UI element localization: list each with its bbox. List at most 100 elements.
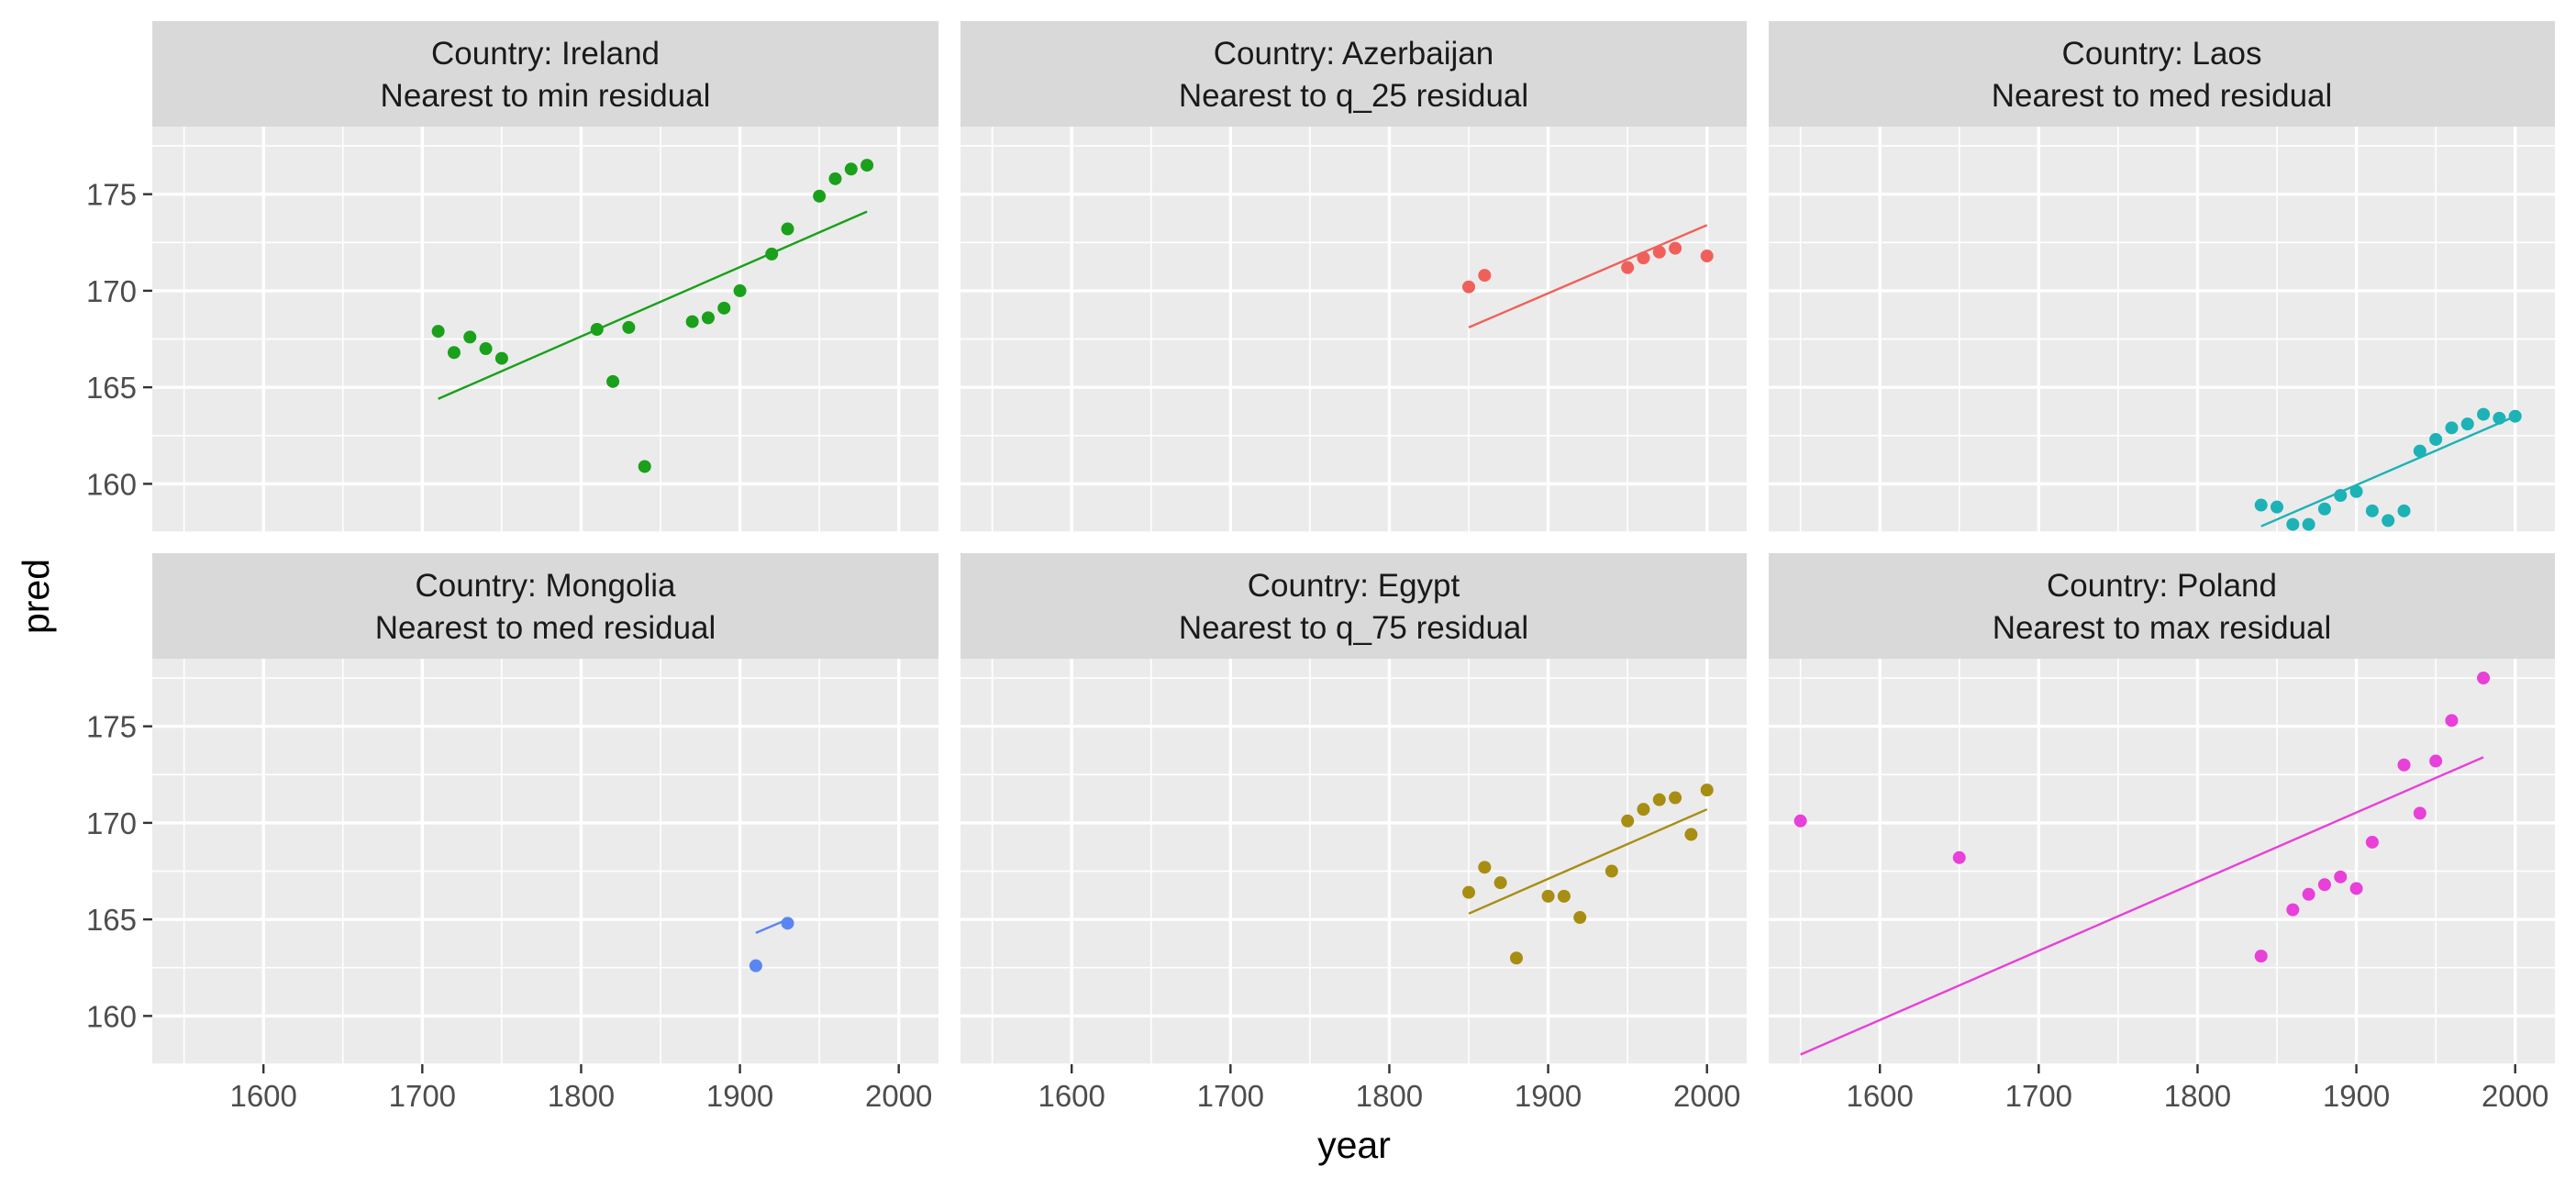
data-point	[1557, 889, 1571, 903]
facet-panel: Country: Egypt Nearest to q_75 residual	[960, 553, 1747, 1065]
x-tick-label: 1600	[229, 1079, 296, 1113]
data-point	[1637, 803, 1650, 817]
data-point	[2271, 500, 2284, 514]
data-point	[765, 247, 779, 261]
facet-strip-title: Country: Mongolia	[415, 568, 676, 604]
panel-background	[1769, 127, 2555, 532]
y-tick-label: 170	[86, 274, 137, 308]
data-point	[1700, 783, 1714, 797]
data-point	[2413, 444, 2426, 458]
panel-background	[152, 127, 938, 532]
panel-background	[960, 127, 1747, 532]
y-tick-label: 175	[86, 178, 137, 212]
facet-strip-title: Country: Egypt	[1248, 568, 1460, 604]
data-point	[2302, 517, 2315, 531]
data-point	[2317, 878, 2331, 892]
data-point	[1669, 791, 1682, 805]
data-point	[701, 311, 715, 325]
data-point	[1652, 245, 1666, 259]
data-point	[2493, 411, 2506, 425]
data-point	[606, 374, 620, 388]
data-point	[638, 460, 651, 473]
y-tick-label: 165	[86, 903, 137, 937]
data-point	[2302, 887, 2315, 901]
facet-panel: Country: Laos Nearest to med residual	[1769, 21, 2555, 533]
x-tick-label: 1900	[1515, 1079, 1582, 1113]
x-tick-label: 1600	[1038, 1079, 1105, 1113]
data-point	[813, 189, 827, 203]
data-point	[2397, 504, 2411, 517]
facet-panel: Country: Azerbaijan Nearest to q_25 resid…	[960, 21, 1747, 533]
data-point	[2349, 484, 2363, 498]
data-point	[2254, 498, 2268, 512]
x-tick-label: 1700	[1197, 1079, 1264, 1113]
data-point	[1793, 814, 1807, 828]
facet-strip-subtitle: Nearest to q_75 residual	[1179, 610, 1528, 646]
facet-strip-subtitle: Nearest to min residual	[381, 78, 711, 114]
data-point	[2286, 903, 2300, 917]
facet-strip	[960, 553, 1747, 659]
data-point	[479, 342, 493, 356]
axes: 160 165 170 175 160 165 170 175 1600 1700 1800 1900…	[86, 178, 2548, 1113]
data-point	[1637, 251, 1650, 265]
y-tick-label: 175	[86, 710, 137, 744]
facet-panel: Country: Ireland Nearest to min residual	[152, 21, 938, 533]
facet-strip-title: Country: Laos	[2062, 36, 2262, 72]
data-point	[431, 325, 445, 339]
data-point	[1604, 864, 1618, 878]
data-point	[2445, 714, 2459, 728]
data-point	[1621, 814, 1635, 828]
trend-line	[1800, 756, 2484, 1056]
data-point	[1952, 850, 1966, 864]
data-point	[1541, 889, 1555, 903]
data-point	[1669, 241, 1682, 255]
data-point	[717, 301, 731, 315]
data-point	[828, 172, 842, 185]
x-tick-label: 1700	[389, 1079, 456, 1113]
x-tick-label: 1800	[548, 1079, 615, 1113]
data-point	[590, 323, 604, 336]
data-point	[2349, 882, 2363, 895]
trend-line	[1468, 224, 1708, 328]
data-point	[844, 162, 858, 176]
data-point	[1462, 885, 1476, 899]
data-point	[1684, 828, 1698, 841]
data-point	[685, 315, 699, 328]
x-tick-label: 2000	[1673, 1079, 1740, 1113]
data-point	[1700, 250, 1714, 263]
data-point	[2365, 504, 2379, 517]
facet-strip-subtitle: Nearest to med residual	[1992, 78, 2333, 114]
data-point	[2317, 502, 2331, 516]
data-point	[1478, 269, 1492, 283]
data-point	[2429, 754, 2443, 768]
facet-strip	[1769, 553, 2555, 659]
y-tick-label: 160	[86, 467, 137, 501]
data-point	[2365, 835, 2379, 849]
y-tick-label: 160	[86, 999, 137, 1033]
panel-background	[152, 659, 938, 1064]
x-tick-label: 2000	[2482, 1079, 2548, 1113]
facet-strip	[1769, 21, 2555, 127]
data-point	[781, 222, 794, 236]
facet-strip-subtitle: Nearest to med residual	[375, 610, 716, 646]
data-point	[2254, 950, 2268, 963]
trend-line	[2260, 415, 2516, 528]
facet-panel: Country: Poland Nearest to max residual	[1769, 553, 2555, 1065]
facet-strip	[152, 553, 938, 659]
facet-strip	[152, 21, 938, 127]
data-point	[2477, 407, 2491, 421]
data-point	[1478, 861, 1492, 874]
data-point	[2382, 514, 2395, 528]
data-point	[447, 346, 461, 360]
data-point	[2445, 421, 2459, 435]
data-point	[2413, 806, 2426, 820]
y-tick-label: 170	[86, 806, 137, 840]
x-tick-label: 1900	[706, 1079, 773, 1113]
data-point	[733, 283, 747, 297]
trend-line	[1468, 808, 1708, 915]
trend-line	[438, 210, 868, 400]
data-point	[1621, 261, 1635, 274]
x-tick-label: 1800	[2164, 1079, 2231, 1113]
